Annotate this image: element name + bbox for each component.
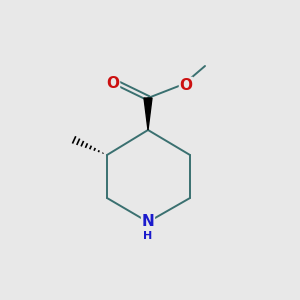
Text: H: H <box>143 231 153 241</box>
Text: N: N <box>142 214 154 230</box>
Text: O: O <box>179 77 193 92</box>
Text: O: O <box>106 76 119 91</box>
Polygon shape <box>144 98 152 130</box>
